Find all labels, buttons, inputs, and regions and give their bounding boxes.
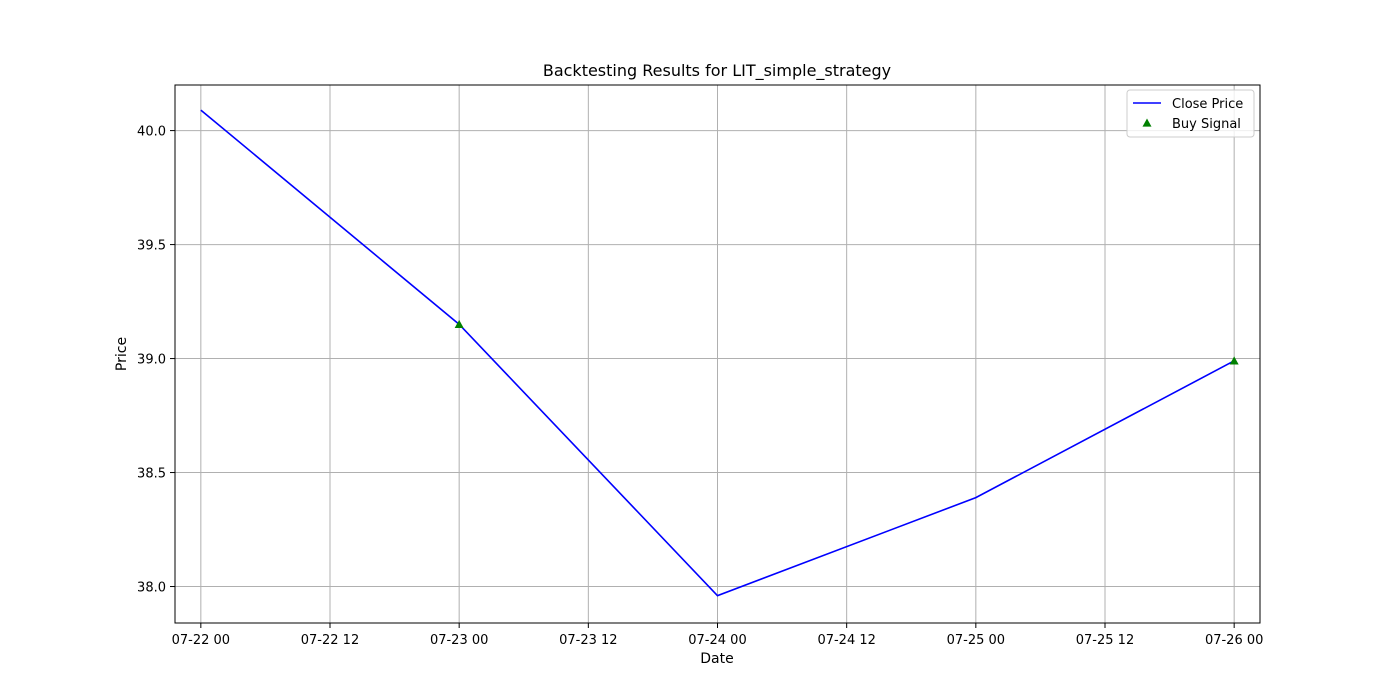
legend-box: [1126, 89, 1255, 138]
y-tick-label: 38.5: [137, 467, 166, 482]
axis-ticks: 07-22 00 07-22 12 07-23 00 07-23 12 07-24 00…: [137, 125, 1263, 648]
y-axis-label: Price: [114, 337, 130, 371]
chart-title: Backtesting Results for LIT_simple_strat…: [543, 61, 891, 81]
x-axis-label: Date: [700, 651, 733, 667]
y-tick-label: 39.0: [137, 353, 166, 368]
x-tick-label: 07-25 00: [947, 633, 1005, 648]
x-tick-label: 07-22 00: [172, 633, 230, 648]
legend-label: Close Price: [1172, 97, 1243, 112]
series-layer: [200, 109, 1239, 597]
y-tick-label: 39.5: [137, 239, 166, 254]
y-tick-label: 38.0: [137, 581, 166, 596]
close-price-line: [200, 109, 1235, 597]
x-tick-label: 07-24 00: [688, 633, 746, 648]
legend-label: Buy Signal: [1172, 117, 1241, 132]
x-tick-label: 07-22 12: [301, 633, 359, 648]
y-tick-label: 40.0: [137, 125, 166, 140]
buy-signal-marker: [454, 319, 464, 328]
x-tick-label: 07-23 12: [559, 633, 617, 648]
x-tick-label: 07-25 12: [1076, 633, 1134, 648]
legend: Close Price Buy Signal: [1126, 89, 1255, 138]
grid: [175, 85, 1260, 623]
x-tick-label: 07-24 12: [817, 633, 875, 648]
buy-signal-marker: [1229, 356, 1239, 365]
x-tick-label: 07-23 00: [430, 633, 488, 648]
x-tick-label: 07-26 00: [1205, 633, 1263, 648]
legend-triangle-swatch: [1142, 118, 1152, 127]
